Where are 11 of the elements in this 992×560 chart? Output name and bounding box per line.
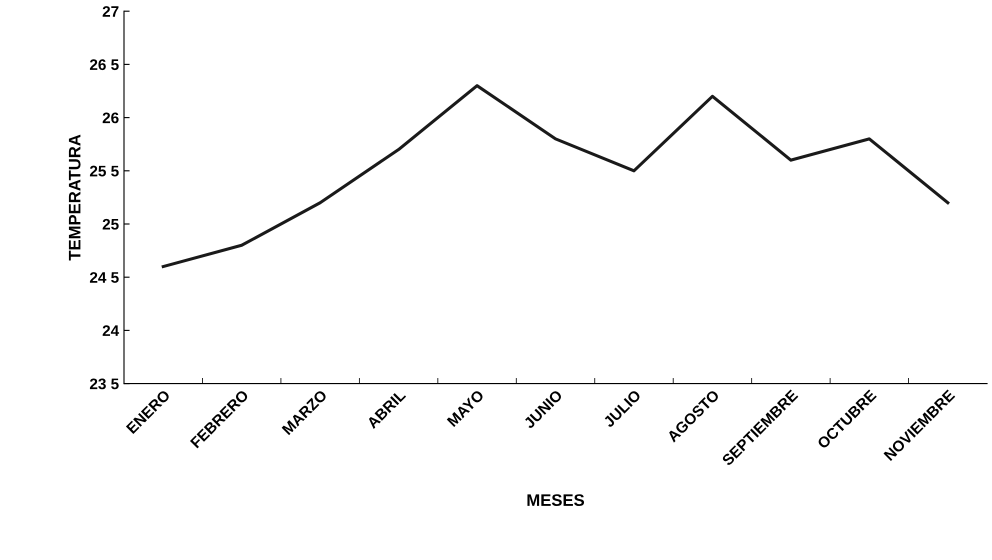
y-tick-label: 24 bbox=[102, 325, 120, 336]
y-axis-title: TEMPERATURA bbox=[68, 134, 81, 260]
y-tick-label: 27 bbox=[102, 6, 118, 17]
y-tick-label: 26 5 bbox=[90, 59, 119, 70]
y-tick-label: 23 5 bbox=[90, 378, 119, 390]
y-tick-label: 25 5 bbox=[90, 166, 119, 176]
line-series bbox=[162, 84, 950, 268]
x-axis-title: MESES bbox=[527, 494, 584, 506]
y-tick-label: 24 5 bbox=[90, 272, 119, 283]
y-tick-label: 25 bbox=[102, 218, 119, 230]
y-tick-label: 26 bbox=[102, 112, 119, 124]
